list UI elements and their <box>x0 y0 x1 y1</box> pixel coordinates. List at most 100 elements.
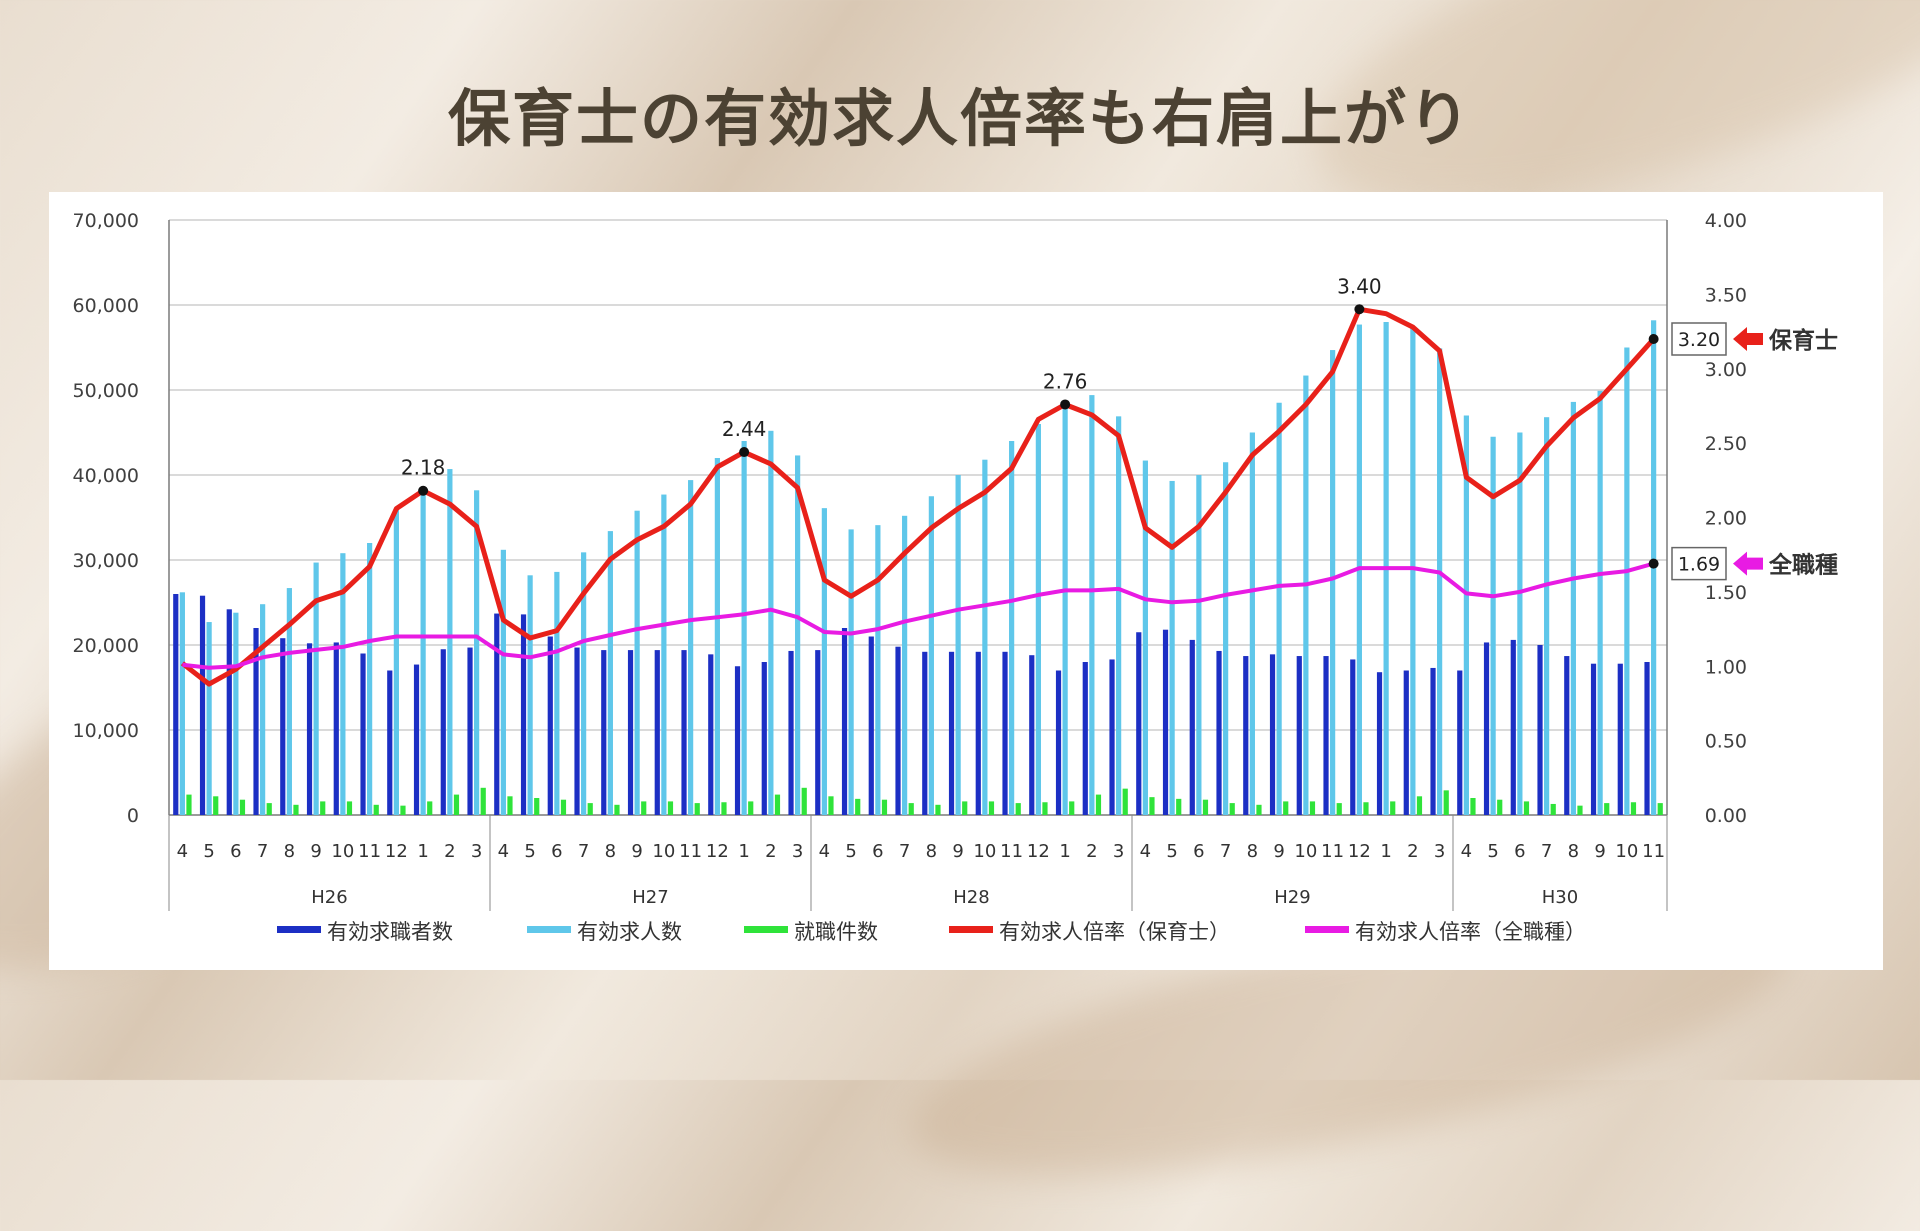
right-axis-tick-label: 3.50 <box>1705 284 1747 306</box>
bar-seekers <box>440 649 446 815</box>
x-tick-label: 12 <box>706 841 729 862</box>
bar-seekers <box>1082 662 1088 815</box>
bar-placements <box>507 796 513 815</box>
bar-openings <box>1517 432 1523 815</box>
x-tick-label: 8 <box>926 841 937 862</box>
legend-label: 有効求人倍率（全職種） <box>1355 920 1586 944</box>
left-axis-tick-label: 70,000 <box>73 210 139 232</box>
bar-seekers <box>868 636 874 815</box>
bar-seekers <box>841 628 848 815</box>
x-tick-label: 7 <box>1220 841 1231 862</box>
x-tick-label: 9 <box>1594 841 1605 862</box>
bar-placements <box>1363 802 1369 815</box>
bar-openings <box>286 588 292 815</box>
x-tick-label: 12 <box>385 841 408 862</box>
left-axis-tick-label: 40,000 <box>73 465 139 487</box>
bar-openings <box>1223 462 1229 815</box>
bar-placements <box>694 803 700 815</box>
legend-swatch-placements <box>744 926 788 933</box>
bar-placements <box>748 801 754 815</box>
bar-seekers <box>333 642 339 815</box>
bar-placements <box>1256 804 1262 815</box>
bar-placements <box>881 799 888 815</box>
bar-openings <box>1169 480 1175 815</box>
bar-openings <box>313 562 319 815</box>
right-axis-tick-label: 1.00 <box>1705 656 1747 678</box>
bar-seekers <box>306 643 313 815</box>
bar-seekers <box>494 613 500 815</box>
bar-seekers <box>1243 656 1249 815</box>
bar-openings <box>607 531 613 815</box>
x-tick-label: 6 <box>1514 841 1525 862</box>
bar-placements <box>213 796 219 815</box>
bar-seekers <box>681 650 687 815</box>
peak-label: 3.40 <box>1337 274 1382 298</box>
bar-seekers <box>1537 645 1543 815</box>
bar-placements <box>908 803 914 815</box>
bar-openings <box>1276 402 1282 815</box>
bar-openings <box>581 552 587 815</box>
legend-label: 有効求人数 <box>577 920 682 944</box>
bar-placements <box>1416 796 1423 815</box>
year-label: H29 <box>1274 887 1310 908</box>
bar-seekers <box>1189 639 1195 815</box>
bar-placements <box>560 799 567 815</box>
bar-seekers <box>975 651 981 815</box>
bar-seekers <box>1590 663 1597 815</box>
x-tick-label: 2 <box>444 841 455 862</box>
bar-openings <box>233 612 239 815</box>
bar-placements <box>1229 803 1235 815</box>
bar-openings <box>340 553 346 815</box>
bar-openings <box>1570 401 1576 815</box>
bar-placements <box>427 801 433 815</box>
x-tick-label: 4 <box>1461 841 1472 862</box>
x-tick-label: 1 <box>1380 841 1391 862</box>
bar-seekers <box>1216 650 1222 815</box>
bar-openings <box>741 441 747 815</box>
bar-seekers <box>627 650 634 815</box>
bar-seekers <box>547 636 553 815</box>
x-tick-label: 2 <box>1407 841 1418 862</box>
bar-openings <box>500 549 506 815</box>
x-tick-label: 1 <box>1059 841 1070 862</box>
end-value-label: 3.20 <box>1678 329 1720 351</box>
bar-placements <box>828 796 834 815</box>
page-title: 保育士の有効求人倍率も右肩上がり <box>447 82 1472 155</box>
legend-label: 就職件数 <box>794 920 878 944</box>
bar-placements <box>1390 801 1396 815</box>
bar-openings <box>367 543 373 815</box>
end-value-box <box>1671 322 1727 356</box>
bar-placements <box>1497 799 1503 815</box>
bar-seekers <box>734 666 741 815</box>
bar-openings <box>1089 395 1095 815</box>
x-tick-label: 12 <box>1348 841 1371 862</box>
x-tick-label: 9 <box>1273 841 1284 862</box>
x-tick-label: 1 <box>417 841 428 862</box>
bar-openings <box>206 622 212 815</box>
bar-placements <box>1095 794 1102 815</box>
bar-seekers <box>1644 662 1650 815</box>
bar-seekers <box>360 653 366 815</box>
bar-placements <box>667 801 674 815</box>
end-marker <box>1648 558 1659 569</box>
bar-placements <box>1550 803 1556 815</box>
bar-openings <box>393 509 399 815</box>
peak-marker <box>739 447 750 458</box>
bar-placements <box>1015 803 1021 815</box>
bar-seekers <box>708 654 714 815</box>
bar-openings <box>1410 327 1416 815</box>
x-tick-label: 6 <box>551 841 562 862</box>
bar-placements <box>534 798 540 815</box>
bar-openings <box>795 455 801 815</box>
bar-placements <box>400 805 406 815</box>
bar-placements <box>935 804 941 815</box>
peak-label: 2.18 <box>401 456 446 480</box>
bar-openings <box>1490 436 1496 815</box>
right-axis-tick-label: 3.00 <box>1705 359 1747 381</box>
peak-marker <box>1354 304 1365 315</box>
bar-openings <box>554 571 560 815</box>
bar-seekers <box>1430 667 1436 815</box>
bar-seekers <box>226 609 232 815</box>
x-tick-label: 12 <box>1027 841 1050 862</box>
x-tick-label: 9 <box>952 841 963 862</box>
